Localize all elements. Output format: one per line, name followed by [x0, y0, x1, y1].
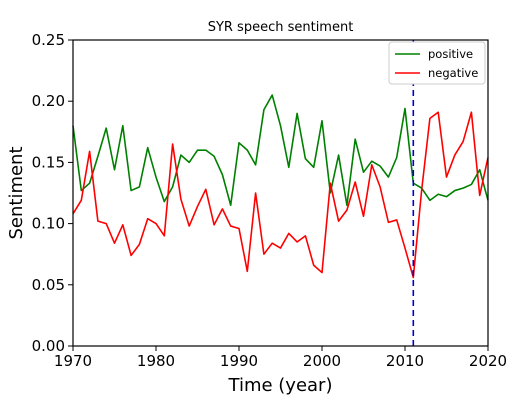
axes-frame	[72, 39, 489, 347]
x-axis-ticks: 1970 1980 1990 2000 2010 2020	[54, 346, 507, 370]
x-tick-label: 2000	[303, 352, 341, 370]
legend-label-negative: negative	[428, 66, 478, 80]
legend: positive negative	[388, 41, 486, 85]
y-tick-label: 0.25	[32, 31, 65, 49]
y-axis-ticks: 0.00 0.05 0.10 0.15 0.20 0.25	[32, 31, 73, 355]
series-line-positive	[72, 94, 489, 207]
legend-label-positive: positive	[428, 47, 473, 61]
y-axis-title: Sentiment	[6, 146, 27, 239]
x-tick-label: 1980	[137, 352, 175, 370]
x-tick-label: 2010	[386, 352, 424, 370]
x-axis-title: Time (year)	[228, 375, 333, 396]
y-tick-label: 0.15	[32, 153, 65, 171]
plot-area	[72, 40, 489, 346]
x-tick-label: 1970	[54, 352, 92, 370]
y-tick-label: 0.05	[32, 276, 65, 294]
x-tick-label: 1990	[220, 352, 258, 370]
chart-title: SYR speech sentiment	[208, 20, 354, 35]
series-line-negative	[72, 111, 489, 279]
x-tick-label: 2020	[469, 352, 507, 370]
y-tick-label: 0.20	[32, 92, 65, 110]
y-tick-label: 0.10	[32, 215, 65, 233]
y-tick-label: 0.00	[32, 337, 65, 355]
